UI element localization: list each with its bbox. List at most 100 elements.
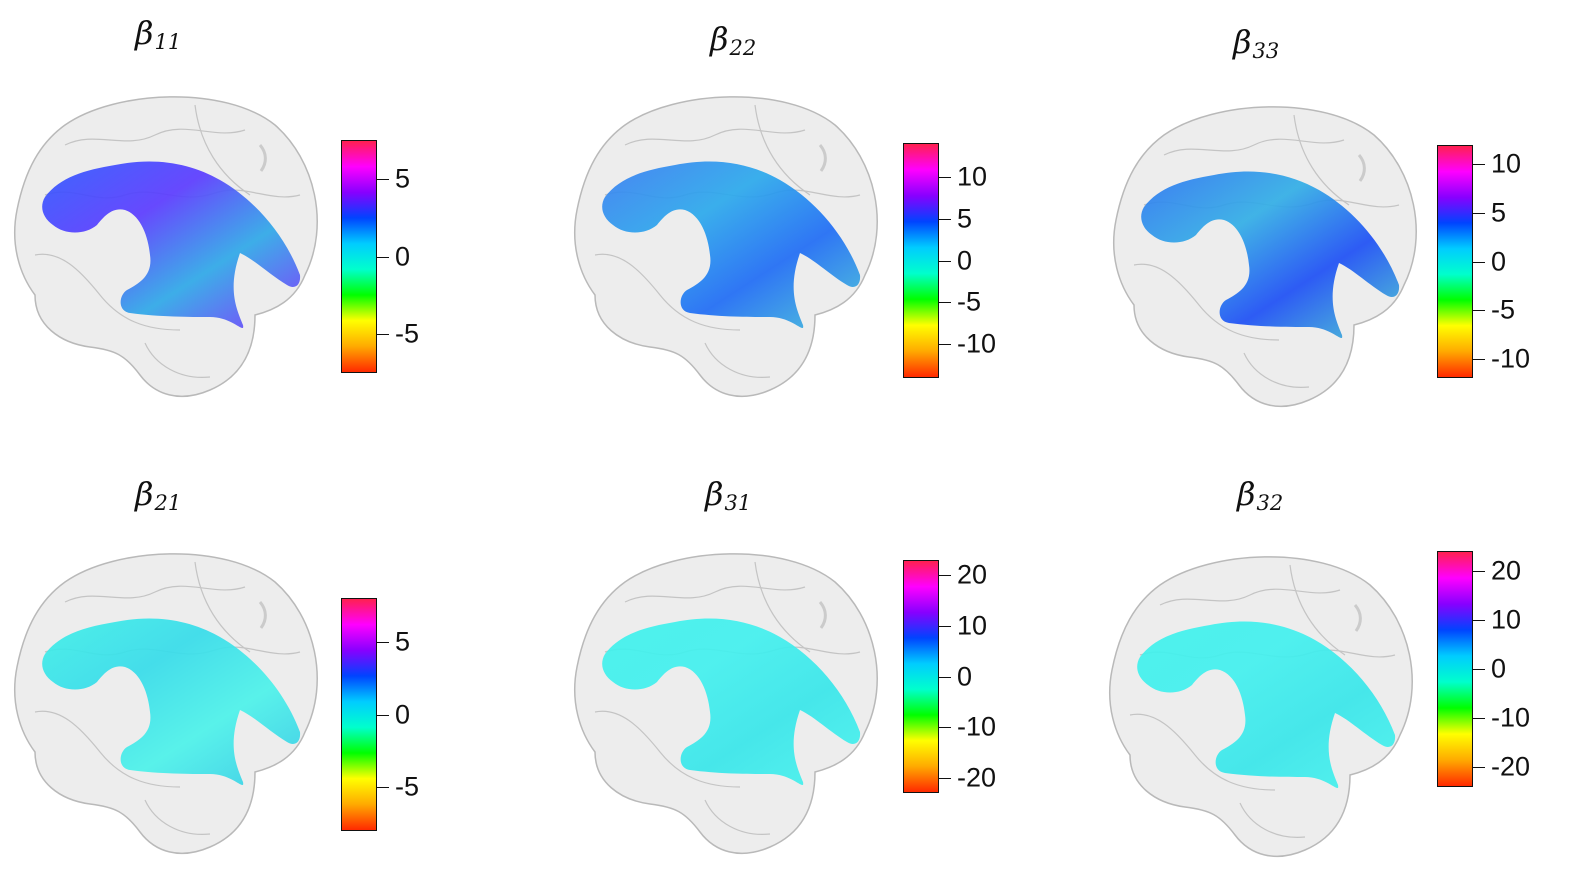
- title-symbol: β: [705, 475, 724, 513]
- colorbar-tick: [377, 787, 389, 789]
- title-subscript: 22: [729, 36, 757, 60]
- colorbar-tick: [1473, 212, 1485, 214]
- colorbar-tick-label: 0: [957, 245, 973, 275]
- brain-rendering: [573, 96, 878, 398]
- colorbar-tick-label: 5: [395, 626, 411, 657]
- brain-image: [5, 85, 335, 420]
- colorbar-tick-label: 10: [1491, 604, 1522, 635]
- colorbar-tick-label: 5: [1491, 197, 1507, 228]
- colorbar: [341, 140, 377, 373]
- title-subscript: 33: [1252, 39, 1280, 63]
- colorbar-tick-label: 10: [957, 610, 988, 641]
- colorbar-tick-label: -10: [957, 711, 997, 742]
- title-symbol: β: [1233, 23, 1252, 61]
- title-subscript: 31: [724, 491, 752, 515]
- colorbar-tick: [1473, 767, 1485, 769]
- title-symbol: β: [710, 20, 729, 58]
- activation-region: [1141, 171, 1400, 339]
- brain-image: [5, 542, 335, 877]
- brain-image: [1104, 95, 1434, 430]
- title-subscript: 21: [154, 491, 182, 515]
- colorbar: [1437, 551, 1473, 787]
- panel-title: β22: [710, 20, 756, 60]
- brain-rendering: [1112, 106, 1417, 408]
- colorbar: [1437, 145, 1473, 378]
- colorbar-tick-label: -20: [957, 762, 997, 793]
- activation-region: [602, 161, 861, 329]
- brain-image: [565, 542, 895, 877]
- panel-title: β33: [1233, 23, 1279, 63]
- title-subscript: 11: [154, 30, 182, 54]
- colorbar-tick-label: -10: [1491, 702, 1531, 733]
- colorbar-tick-label: -5: [395, 318, 420, 349]
- colorbar-tick-label: -10: [957, 328, 997, 359]
- colorbar-tick-label: 0: [957, 661, 973, 691]
- colorbar-tick: [377, 334, 389, 336]
- brain-rendering: [1108, 556, 1413, 858]
- colorbar: [903, 560, 939, 793]
- colorbar-tick-label: 20: [1491, 555, 1522, 586]
- colorbar-tick-label: -5: [957, 286, 982, 317]
- activation-region: [602, 618, 861, 786]
- panel-title: β21: [135, 475, 181, 515]
- colorbar-tick-label: -20: [1491, 751, 1531, 782]
- brain-rendering: [573, 553, 878, 855]
- colorbar-tick: [377, 641, 389, 643]
- activation-region: [1137, 621, 1396, 789]
- panel-title: β32: [1237, 475, 1283, 515]
- colorbar-tick: [939, 575, 951, 577]
- colorbar-tick: [939, 302, 951, 304]
- colorbar-tick: [1473, 310, 1485, 312]
- colorbar-tick: [939, 676, 951, 678]
- activation-region: [42, 618, 301, 786]
- colorbar-tick: [377, 714, 389, 716]
- colorbar-tick: [377, 256, 389, 258]
- colorbar-tick-label: 5: [957, 203, 973, 234]
- brain-rendering: [13, 96, 318, 398]
- colorbar-tick: [1473, 261, 1485, 263]
- colorbar-tick-label: 0: [1491, 653, 1507, 684]
- colorbar-tick: [1473, 570, 1485, 572]
- colorbar-tick-label: 20: [957, 559, 988, 590]
- colorbar-tick-label: -10: [1491, 343, 1531, 374]
- colorbar-tick: [939, 218, 951, 220]
- colorbar-tick: [939, 260, 951, 262]
- panel-beta-22: β22 10 5 0 -5 -10: [0, 0, 1591, 440]
- colorbar-tick-label: 0: [395, 241, 411, 271]
- colorbar-tick: [1473, 164, 1485, 166]
- colorbar-tick-label: 0: [1491, 246, 1507, 276]
- brain-image: [1100, 545, 1430, 880]
- colorbar: [903, 143, 939, 378]
- activation-region: [42, 161, 301, 329]
- colorbar-tick-label: -5: [395, 771, 420, 802]
- colorbar: [341, 598, 377, 831]
- colorbar-tick-label: -5: [1491, 294, 1516, 325]
- colorbar-tick: [1473, 358, 1485, 360]
- panel-title: β11: [135, 14, 181, 54]
- colorbar-tick-label: 5: [395, 163, 411, 194]
- title-subscript: 32: [1256, 491, 1284, 515]
- colorbar-tick: [939, 344, 951, 346]
- title-symbol: β: [135, 14, 154, 52]
- colorbar-tick: [1473, 718, 1485, 720]
- colorbar-tick-label: 0: [395, 699, 411, 729]
- colorbar-tick: [939, 777, 951, 779]
- colorbar-tick: [939, 727, 951, 729]
- panel-beta-11: β11 5 0 -5: [0, 0, 520, 440]
- colorbar-tick: [1473, 669, 1485, 670]
- colorbar-tick-label: 10: [957, 161, 988, 192]
- colorbar-tick: [939, 625, 951, 627]
- colorbar-tick-label: 10: [1491, 148, 1522, 179]
- title-symbol: β: [1237, 475, 1256, 513]
- colorbar-tick: [377, 178, 389, 180]
- colorbar-tick: [939, 176, 951, 178]
- colorbar-tick: [1473, 619, 1485, 621]
- brain-rendering: [13, 553, 318, 855]
- panel-beta-33: β33 10 5 0 -5 -10: [0, 0, 1591, 440]
- title-symbol: β: [135, 475, 154, 513]
- panel-title: β31: [705, 475, 751, 515]
- brain-image: [565, 85, 895, 420]
